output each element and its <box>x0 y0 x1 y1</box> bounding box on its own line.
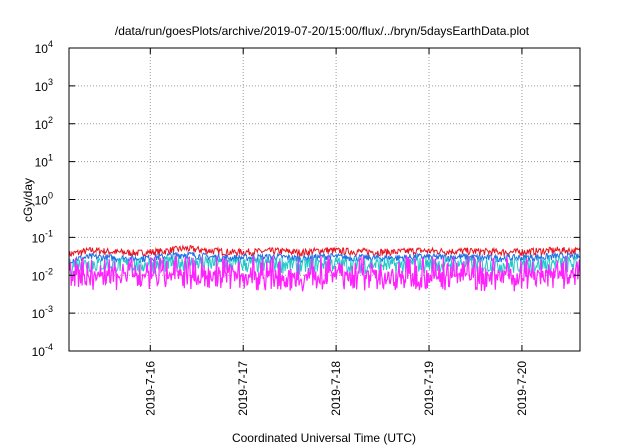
x-tick-label: 2019-7-17 <box>236 361 250 416</box>
x-tick-label: 2019-7-18 <box>329 361 343 416</box>
y-tick-label: 100 <box>35 191 53 208</box>
y-tick-label: 10-3 <box>32 304 53 321</box>
y-tick-label: 104 <box>35 39 53 56</box>
y-axis-ticks: 10-4 10-3 10-2 10-1 100 101 102 103 104 <box>32 39 580 359</box>
y-axis-label: cGy/day <box>21 178 35 222</box>
x-axis-label: Coordinated Universal Time (UTC) <box>232 431 416 445</box>
series-group <box>68 244 581 292</box>
grid <box>69 48 580 351</box>
x-tick-label: 2019-7-19 <box>422 361 436 416</box>
y-tick-label: 103 <box>35 77 53 94</box>
series-line <box>68 244 581 259</box>
y-tick-label: 10-1 <box>32 228 53 245</box>
y-tick-label: 10-2 <box>32 266 53 283</box>
chart-title: /data/run/goesPlots/archive/2019-07-20/1… <box>115 24 530 38</box>
x-tick-label: 2019-7-16 <box>143 361 157 416</box>
x-tick-label: 2019-7-20 <box>515 361 529 416</box>
y-tick-label: 101 <box>35 153 53 170</box>
series-line <box>68 255 581 292</box>
y-tick-label: 102 <box>35 115 53 132</box>
y-tick-label: 10-4 <box>32 342 53 359</box>
x-axis-ticks: 2019-7-16 2019-7-17 2019-7-18 2019-7-19 2019… <box>143 48 529 416</box>
